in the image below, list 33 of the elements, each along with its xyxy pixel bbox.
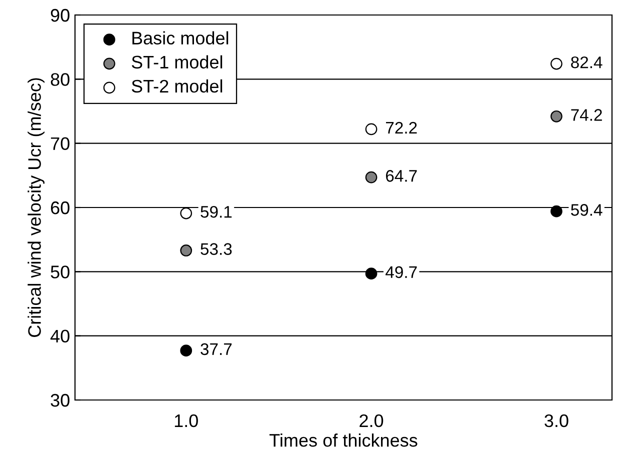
point [365,123,378,136]
legend-label: ST-1 model [132,55,222,69]
data-label: 59.4 [571,204,602,216]
point [365,171,378,184]
data-label: 37.7 [200,343,232,356]
point [550,58,562,70]
data-label: 72.2 [386,122,417,134]
legend-label: Basic model [132,31,228,45]
data-label: 49.7 [386,266,417,278]
y-tick-label: 50 [50,266,70,278]
y-tick-label: 70 [50,137,70,150]
point [180,344,192,357]
x-tick-label: 3.0 [544,414,568,428]
point [180,244,192,256]
x-tick-label: 2.0 [360,414,384,428]
data-label: 53.3 [200,243,232,255]
data-label: 82.4 [571,56,602,68]
data-label: 74.2 [571,109,602,121]
x-tick-label: 1.0 [174,414,198,428]
data-label: 59.1 [200,206,232,218]
y-tick-label: 30 [50,394,70,407]
y-tick-label: 90 [50,8,70,22]
point [550,110,562,122]
y-tick-label: 60 [50,201,70,214]
y-tick-label: 80 [50,73,70,86]
legend-label: ST-2 model [132,79,222,93]
x-axis-title: Times of thickness [269,434,418,447]
y-axis-title: Critical wind velocity Ucr (m/sec) [28,78,44,337]
y-tick-label: 40 [50,330,70,343]
point [550,205,562,218]
data-label: 64.7 [386,170,417,182]
point [180,207,192,220]
point [365,268,378,280]
